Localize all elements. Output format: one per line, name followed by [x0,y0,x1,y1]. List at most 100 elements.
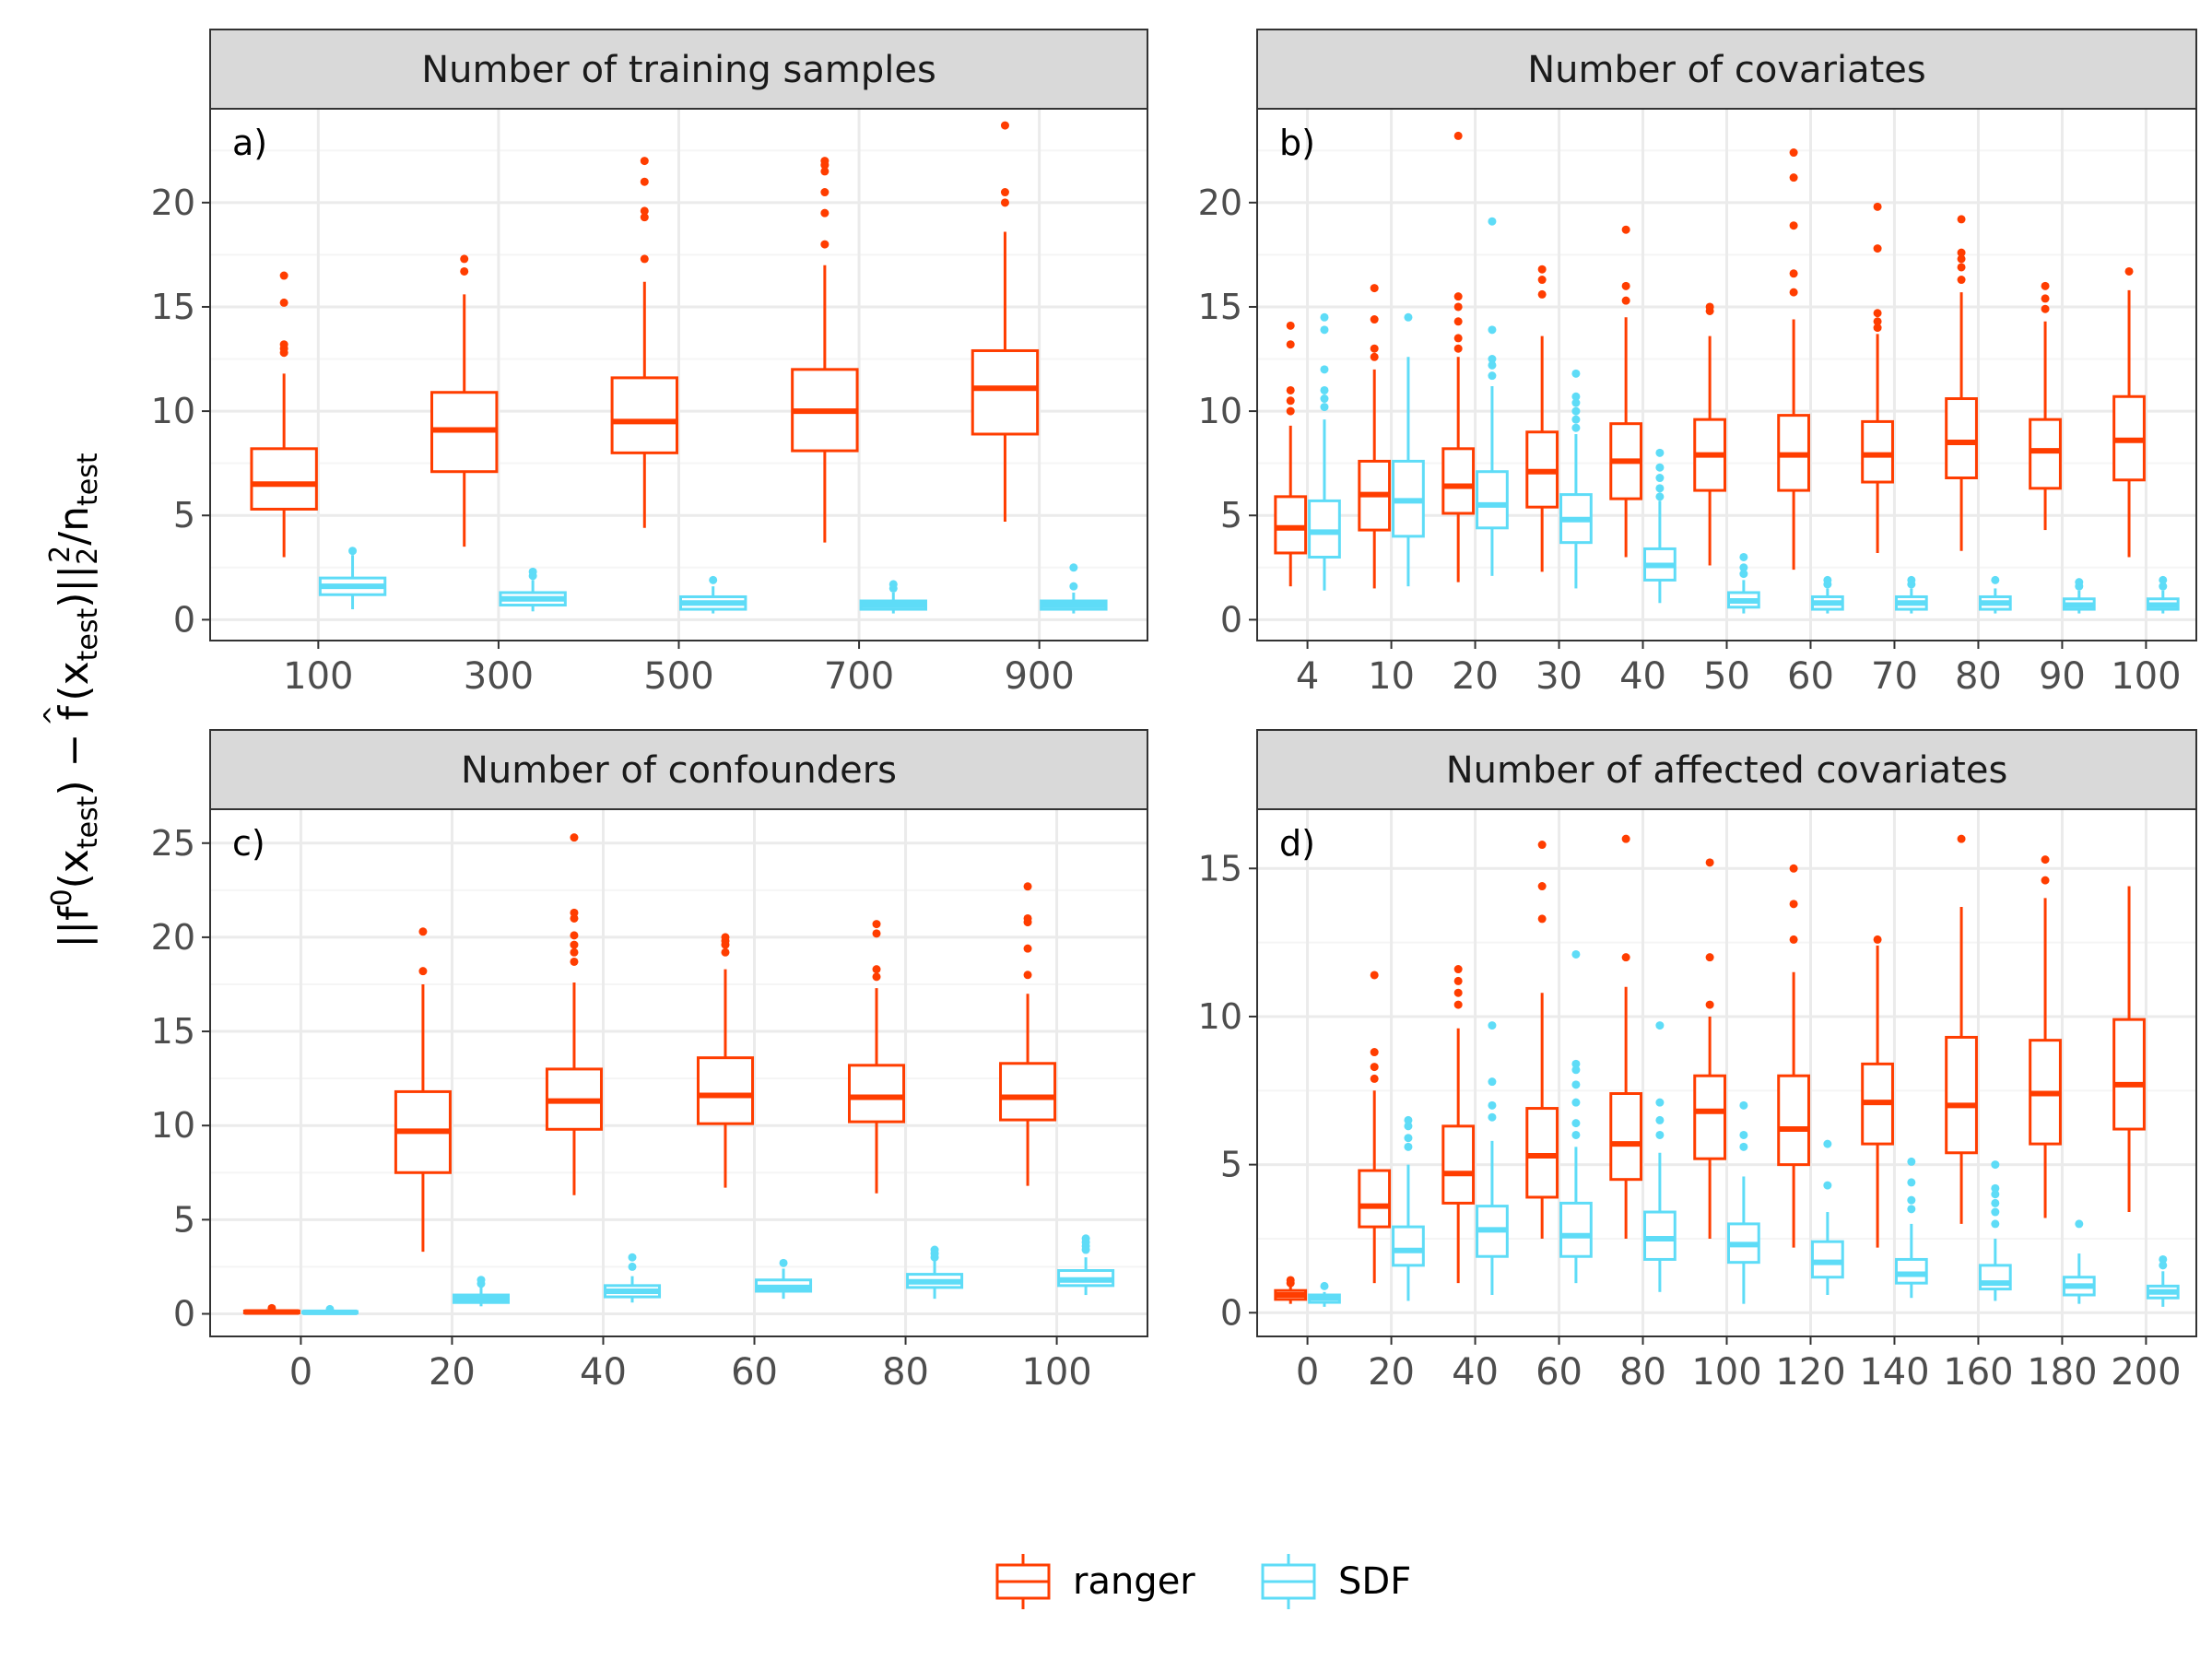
outlier-point [1320,403,1329,412]
panel-d: Number of affected covariates d) 0 5 10 15 0 20… [1198,729,2197,1394]
box-sdf-50 [1727,552,1760,614]
box-ranger-40 [1609,225,1643,558]
box-ranger-100 [250,271,318,558]
legend-item-ranger: ranger [995,1554,1195,1609]
outlier-point [1571,423,1581,432]
outlier-point [1739,1100,1748,1110]
outlier-point [779,1258,788,1267]
legend: ranger SDF [995,1554,1411,1609]
box-sdf-20 [1476,217,1509,576]
series-ranger [250,121,1040,558]
outlier-point [1789,269,1798,278]
outlier-point [1537,265,1547,274]
box-sdf-700 [859,580,927,614]
ylab-sub2: 2 [72,547,104,565]
outlier-point [640,157,649,166]
box-ranger-100 [999,882,1057,1186]
box-sdf-60 [1810,575,1844,614]
x-tick-label: 20 [1368,1351,1415,1394]
box-ranger-50 [1693,302,1727,566]
panel-background [210,809,1147,1336]
outlier-point [1370,1074,1379,1083]
series-ranger [1274,131,2146,589]
box-iqr [1693,1074,1727,1160]
x-tick-label: 180 [2027,1351,2097,1394]
outlier-point [1370,284,1379,293]
box-sdf-300 [499,567,567,612]
box-ranger-200 [2112,886,2146,1213]
outlier-point [1081,1234,1090,1243]
box-iqr [1308,499,1341,559]
outlier-point [1404,1115,1413,1124]
box-sdf-180 [2062,1219,2096,1304]
outlier-point [930,1245,939,1254]
outlier-point [1991,575,2000,584]
outlier-point [1991,1207,2000,1217]
outlier-point [1286,340,1295,349]
box-ranger-20 [1358,971,1392,1284]
y-tick-label: 5 [173,495,195,535]
box-sdf-80 [1643,1021,1677,1292]
outlier-point [1655,463,1665,472]
outlier-point [820,240,830,249]
ylab-sub-test: test [72,795,104,849]
outlier-point [348,547,358,556]
outlier-point [1873,324,1882,333]
box-iqr [971,348,1040,436]
outlier-point [1739,1130,1748,1139]
outlier-point [2159,1254,2168,1264]
y-axis-label: ||f0(xtest) − f^(xtest)||22/ntest [38,453,104,947]
outlier-point [570,940,579,949]
outlier-point [418,967,428,976]
outlier-point [1957,215,1966,224]
legend-item-sdf: SDF [1261,1554,1411,1609]
outlier-point [1320,1281,1329,1290]
legend-label-ranger: ranger [1073,1560,1195,1603]
box-iqr [696,1056,755,1125]
series-sdf [300,1234,1115,1315]
y-tick-label: 15 [151,1011,195,1052]
outlier-point [1320,312,1329,322]
outlier-point [267,1303,276,1312]
outlier-point [2075,1219,2084,1229]
box-ranger-80 [847,920,906,1194]
series-sdf [1308,217,2180,614]
outlier-point [1404,312,1413,322]
ylab-prefix: ||f [51,905,98,948]
outlier-point [1873,317,1882,326]
outlier-point [1453,334,1463,343]
box-ranger-20 [1441,131,1476,582]
box-ranger-300 [430,254,499,547]
outlier-point [1537,914,1547,924]
outlier-point [640,213,649,222]
outlier-point [1320,365,1329,374]
box-sdf-10 [1392,312,1425,587]
outlier-point [1069,582,1078,591]
box-ranger-60 [696,933,755,1188]
facet-title: Number of covariates [1527,49,1926,91]
outlier-point [1453,344,1463,353]
outlier-point [1991,1183,2000,1193]
outlier-point [1000,188,1009,197]
outlier-point [1957,834,1966,843]
outlier-point [1907,1195,1916,1205]
box-iqr [2029,418,2062,490]
outlier-point [2041,876,2050,885]
box-ranger-140 [1861,935,1894,1248]
box-iqr [1525,1107,1559,1199]
facet-title: Number of training samples [421,49,936,91]
ylab-sub-test2: test [72,608,104,662]
outlier-point [1370,344,1379,353]
box-iqr [1559,1201,1593,1258]
outlier-point [1957,254,1966,264]
box-ranger-180 [2029,855,2062,1218]
facet-strip [1256,729,2197,810]
y-tick-label: 10 [151,391,195,431]
outlier-point [1404,1134,1413,1143]
series-ranger [242,833,1057,1315]
x-tick-label: 50 [1703,655,1750,698]
panel-b: Number of covariates b) 0 5 10 15 20 4 10 20 30 40 5… [1198,29,2197,698]
box-sdf-500 [679,575,747,614]
